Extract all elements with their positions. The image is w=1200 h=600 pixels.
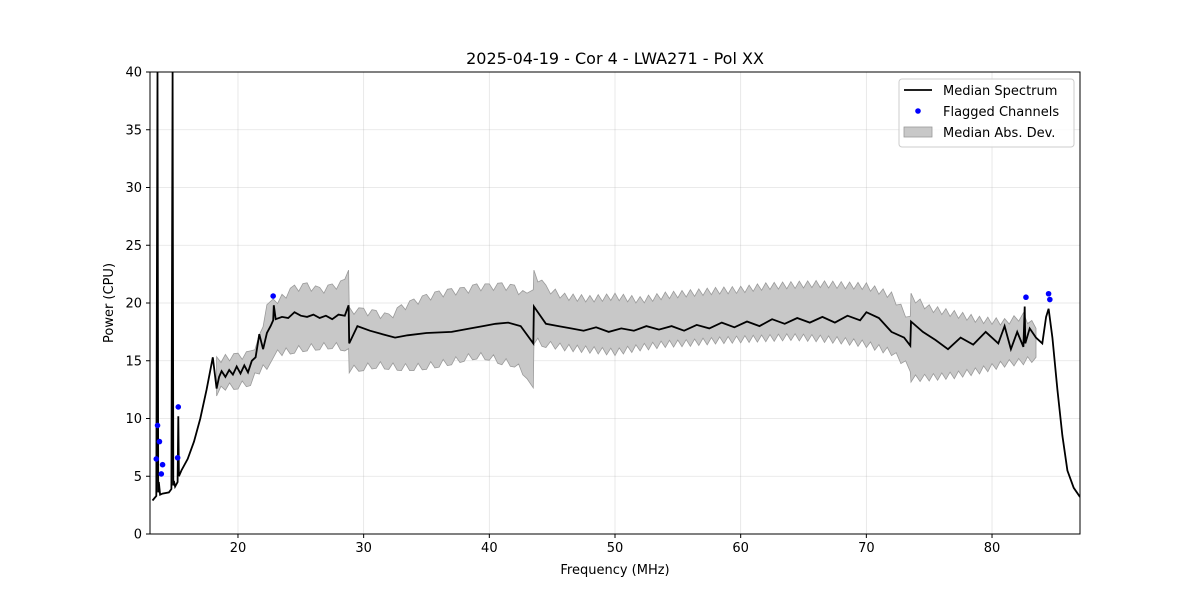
x-tick-label: 50 — [607, 541, 624, 556]
y-axis-ticks: 0 5 10 15 20 25 30 35 40 — [125, 66, 150, 543]
mad-band — [216, 269, 1037, 397]
y-axis-label: Power (CPU) — [102, 263, 117, 343]
flagged-point — [175, 404, 182, 410]
flagged-point — [1045, 290, 1052, 297]
y-tick-label: 10 — [125, 412, 142, 427]
y-tick-label: 40 — [125, 66, 142, 81]
legend-flagged-label: Flagged Channels — [943, 105, 1059, 120]
legend-mad-swatch — [903, 126, 933, 138]
legend-flagged-swatch — [915, 108, 921, 114]
legend-median-label: Median Spectrum — [943, 84, 1057, 99]
x-tick-label: 20 — [230, 541, 247, 556]
flagged-point — [159, 461, 166, 468]
x-tick-label: 40 — [481, 541, 498, 556]
mad-band-area — [216, 269, 1037, 397]
y-tick-label: 35 — [125, 123, 142, 138]
flagged-point — [270, 293, 276, 299]
flagged-point — [1023, 294, 1029, 301]
x-tick-label: 60 — [732, 541, 749, 556]
flagged-point — [174, 454, 181, 461]
y-tick-label: 5 — [134, 470, 142, 485]
legend-mad-label: Median Abs. Dev. — [943, 126, 1055, 141]
y-tick-label: 30 — [125, 181, 142, 196]
x-axis-label: Frequency (MHz) — [560, 563, 669, 578]
x-tick-label: 80 — [984, 541, 1001, 556]
y-tick-label: 15 — [125, 354, 142, 369]
x-tick-label: 70 — [858, 541, 875, 556]
legend-box — [898, 78, 1075, 148]
x-axis-ticks: 20 30 40 50 60 70 80 — [230, 534, 1001, 556]
flagged-channels — [153, 290, 1053, 477]
flagged-point — [1047, 296, 1053, 303]
flagged-point — [153, 456, 160, 462]
chart-title: 2025-04-19 - Cor 4 - LWA271 - Pol XX — [466, 49, 764, 68]
flagged-point — [154, 422, 161, 429]
y-tick-label: 0 — [134, 528, 142, 543]
median-spectrum-line — [151, 72, 1080, 502]
legend: Median Spectrum Flagged Channels Median … — [898, 78, 1075, 148]
flagged-point — [156, 438, 163, 445]
flagged-point — [158, 471, 165, 477]
x-tick-label: 30 — [355, 541, 372, 556]
y-tick-label: 20 — [125, 297, 142, 312]
median-spectrum — [151, 72, 1080, 502]
y-tick-label: 25 — [125, 239, 142, 254]
